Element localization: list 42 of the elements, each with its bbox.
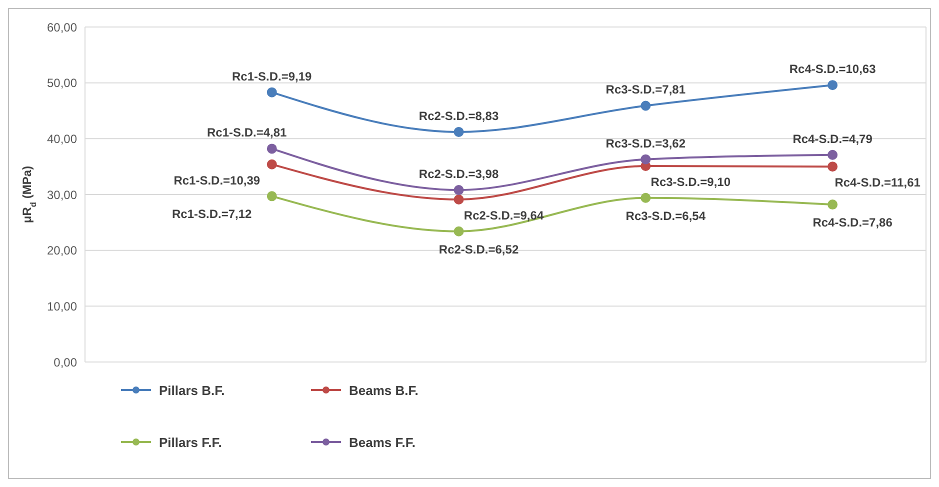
y-tick-label: 20,00 <box>46 244 78 258</box>
point <box>454 194 464 205</box>
point <box>828 150 838 160</box>
legend-label: Pillars B.F. <box>158 382 226 400</box>
data-label: Rc2-S.D.=9,64 <box>464 208 544 223</box>
data-label: Rc1-S.D.=10,39 <box>174 173 260 188</box>
data-label: Rc1-S.D.=4,81 <box>207 126 288 140</box>
point <box>266 144 277 154</box>
point <box>828 200 838 210</box>
data-label: Rc1-S.D.=7,12 <box>172 207 252 222</box>
point <box>454 226 464 236</box>
data-label: Rc3-S.D.=3,62 <box>606 136 686 150</box>
y-tick-label: 50,00 <box>46 76 78 90</box>
point <box>828 162 838 172</box>
data-label: Rc3-S.D.=6,54 <box>626 208 706 223</box>
y-tick-label: 40,00 <box>46 132 78 146</box>
data-label: Rc2-S.D.=3,98 <box>418 167 499 182</box>
data-label: Rc3-S.D.=9,10 <box>650 175 731 190</box>
point <box>266 87 277 98</box>
point <box>828 80 838 90</box>
y-tick-label: 0,00 <box>54 355 78 370</box>
y-tick-label: 30,00 <box>46 188 78 202</box>
point <box>266 159 277 170</box>
point <box>454 185 464 196</box>
data-label: Rc2-S.D.=8,83 <box>418 108 499 123</box>
data-label: Rc4-S.D.=4,79 <box>792 132 873 146</box>
data-label: Rc2-S.D.=6,52 <box>438 242 519 256</box>
point <box>640 192 651 203</box>
legend-label: Beams B.F. <box>348 382 420 400</box>
data-label: Rc4-S.D.=7,86 <box>812 216 893 230</box>
data-label: Rc4-S.D.=11,61 <box>834 176 921 190</box>
legend-label: Beams F.F. <box>348 434 416 452</box>
y-tick-label: 60,00 <box>46 20 78 34</box>
point <box>454 126 464 137</box>
point <box>640 154 651 164</box>
data-label: Rc3-S.D.=7,81 <box>606 82 686 97</box>
legend-label: Pillars F.F. <box>158 434 223 452</box>
data-label: Rc4-S.D.=10,63 <box>789 62 876 76</box>
y-tick-label: 10,00 <box>46 299 78 314</box>
data-label: Rc1-S.D.=9,19 <box>232 69 312 84</box>
point <box>266 191 277 202</box>
point <box>640 100 651 111</box>
